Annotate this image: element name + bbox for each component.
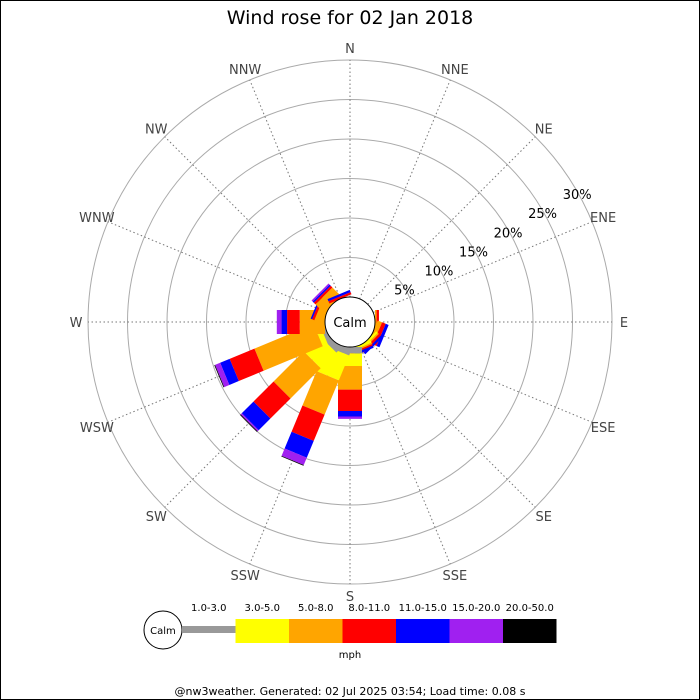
spoke-ese xyxy=(372,331,593,423)
spoke-wnw xyxy=(107,221,328,313)
bar-segment-wsw-6 xyxy=(214,364,225,388)
legend-swatch xyxy=(342,619,396,643)
chart-title: Wind rose for 02 Jan 2018 xyxy=(227,7,474,29)
bar-segment-nw-3 xyxy=(313,285,333,305)
bar-segment-ssw-5 xyxy=(281,448,307,466)
legend-label: 8.0-11.0 xyxy=(348,603,390,614)
spoke-nne xyxy=(359,79,451,300)
legend-units: mph xyxy=(339,650,361,661)
spoke-nw xyxy=(164,136,333,305)
bar-segment-ese-4 xyxy=(376,323,389,348)
direction-label-wsw: WSW xyxy=(80,421,114,436)
direction-label-nne: NNE xyxy=(441,63,469,78)
legend-calm-label: Calm xyxy=(150,626,176,637)
direction-label-ese: ESE xyxy=(591,421,616,436)
bar-segment-w-5 xyxy=(276,310,282,334)
range-ring xyxy=(166,138,534,506)
percent-label: 15% xyxy=(459,245,488,260)
bar-segment-ssw-2 xyxy=(302,371,339,415)
bar-segment-nw-5 xyxy=(311,283,330,302)
spoke-ne xyxy=(367,136,536,305)
calm-label: Calm xyxy=(333,316,366,331)
legend-swatch xyxy=(449,619,503,643)
bar-segment-ssw-6 xyxy=(281,455,304,466)
legend-items: 1.0-3.0 3.0-5.0 5.0-8.0 8.0-11.0 11.0-15.0 15… xyxy=(182,603,557,643)
legend-label: 11.0-15.0 xyxy=(399,603,447,614)
bar-segment-sw-3 xyxy=(253,381,291,419)
legend-label: 3.0-5.0 xyxy=(245,603,280,614)
spoke-sw xyxy=(164,339,333,508)
direction-label-wnw: WNW xyxy=(79,211,115,226)
direction-spokes xyxy=(88,60,612,584)
percent-label: 30% xyxy=(563,188,592,203)
bar-segment-wsw-2 xyxy=(254,324,323,371)
bar-segment-sw-4 xyxy=(241,401,271,431)
bar-segment-wsw-4 xyxy=(220,358,239,385)
direction-label-sw: SW xyxy=(146,510,167,525)
spoke-ene xyxy=(372,221,593,313)
legend-label: 20.0-50.0 xyxy=(506,603,554,614)
spoke-se xyxy=(367,339,536,508)
bar-segment-ssw-3 xyxy=(291,405,325,441)
percent-label: 25% xyxy=(528,207,557,222)
bar-segment-nnw-3 xyxy=(328,292,352,304)
direction-label-nnw: NNW xyxy=(229,63,261,78)
bar-segment-ssw-4 xyxy=(284,431,314,458)
bar-segment-nw-4 xyxy=(312,284,331,303)
percent-label: 5% xyxy=(394,284,415,299)
legend-label: 15.0-20.0 xyxy=(452,603,500,614)
percent-labels: 5% 10% 15% 20% 25% 30% xyxy=(394,188,592,299)
bar-segment-s-4 xyxy=(338,410,362,417)
bar-segment-sw-2 xyxy=(273,351,321,399)
spoke-nnw xyxy=(249,79,341,300)
legend-swatch xyxy=(235,619,289,643)
legend-swatch xyxy=(503,619,557,643)
direction-label-s: S xyxy=(346,590,354,605)
calm-circle: Calm xyxy=(324,296,376,348)
percent-label: 10% xyxy=(425,265,454,280)
spoke-sse xyxy=(359,344,451,565)
bar-segment-s-2 xyxy=(338,365,362,390)
bar-segment-sw-5 xyxy=(240,413,259,432)
direction-label-sse: SSE xyxy=(443,569,468,584)
direction-label-e: E xyxy=(620,316,628,331)
wind-bars xyxy=(214,283,389,466)
bar-segment-w-4 xyxy=(281,310,288,334)
direction-label-nw: NW xyxy=(145,122,168,137)
direction-label-ene: ENE xyxy=(590,211,616,226)
bar-segment-sw-6 xyxy=(240,414,258,432)
legend-swatch xyxy=(396,619,450,643)
direction-label-w: W xyxy=(70,316,83,331)
legend-swatch xyxy=(182,626,236,633)
bar-segment-w-3 xyxy=(287,310,300,334)
range-ring xyxy=(245,217,455,427)
bar-segment-s-5 xyxy=(338,416,362,419)
percent-label: 20% xyxy=(494,226,523,241)
direction-label-ne: NE xyxy=(535,122,553,137)
spoke-wsw xyxy=(107,331,328,423)
direction-label-n: N xyxy=(345,42,355,57)
legend-label: 5.0-8.0 xyxy=(298,603,333,614)
bar-segment-wsw-5 xyxy=(215,362,230,388)
legend-label: 1.0-3.0 xyxy=(191,603,226,614)
spoke-ssw xyxy=(249,344,341,565)
bar-segment-nnw-4 xyxy=(327,289,351,302)
direction-label-ssw: SSW xyxy=(230,569,260,584)
direction-label-se: SE xyxy=(536,510,552,525)
bar-segment-wsw-3 xyxy=(229,348,264,382)
bar-segment-s-3 xyxy=(338,389,362,411)
footer-text: @nw3weather. Generated: 02 Jul 2025 03:5… xyxy=(175,685,526,698)
legend: Calm 1.0-3.0 3.0-5.0 5.0-8.0 8.0-11.0 11.0-1… xyxy=(143,603,557,661)
legend-swatch xyxy=(289,619,343,643)
range-ring xyxy=(206,178,494,466)
direction-labels: N NNE NE ENE E ESE SE SSE S SSW SW WSW W WNW NW NNW xyxy=(70,42,629,605)
